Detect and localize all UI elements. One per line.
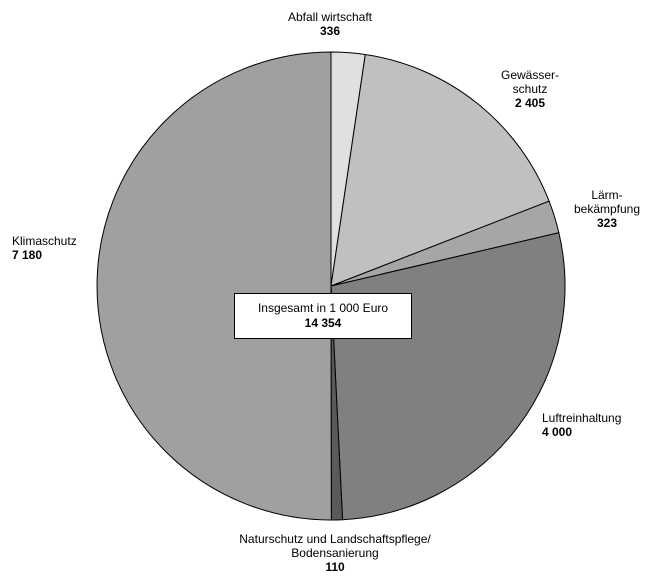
label-laermbekaempfung: Lärm- bekämpfung 323 (565, 188, 649, 230)
slice-name: Klimaschutz (12, 234, 77, 248)
label-gewaesserschutz: Gewässer- schutz 2 405 (480, 68, 580, 110)
slice-value: 323 (596, 216, 618, 230)
pie-slice-1 (330, 53, 550, 287)
slice-name-line2: bekämpfung (573, 202, 641, 216)
slice-value: 2 405 (514, 96, 546, 110)
slice-value: 4 000 (542, 425, 573, 439)
slice-name: Lärm- (591, 188, 623, 202)
label-luftreinhaltung: Luftreinhaltung 4 000 (542, 411, 652, 439)
slice-value: 110 (325, 560, 345, 574)
label-abfallwirtschaft: Abfall wirtschaft 336 (268, 10, 392, 38)
slice-name-line2: schutz (512, 82, 548, 96)
slice-name: Luftreinhaltung (542, 411, 622, 425)
total-box: Insgesamt in 1 000 Euro 14 354 (234, 293, 412, 339)
total-label: Insgesamt in 1 000 Euro (257, 301, 389, 315)
slice-name: Gewässer- (500, 68, 559, 82)
slice-name: Abfall wirtschaft (287, 10, 373, 24)
label-naturschutz: Naturschutz und Landschaftspflege/ Boden… (200, 532, 470, 574)
pie-slice-5 (96, 51, 332, 521)
slice-value: 7 180 (12, 248, 43, 262)
slice-name-line2: Bodensanierung (291, 546, 379, 560)
label-klimaschutz: Klimaschutz 7 180 (12, 234, 112, 262)
slice-value: 336 (319, 24, 341, 38)
total-value: 14 354 (304, 316, 342, 330)
slice-name: Naturschutz und Landschaftspflege/ (239, 532, 431, 546)
